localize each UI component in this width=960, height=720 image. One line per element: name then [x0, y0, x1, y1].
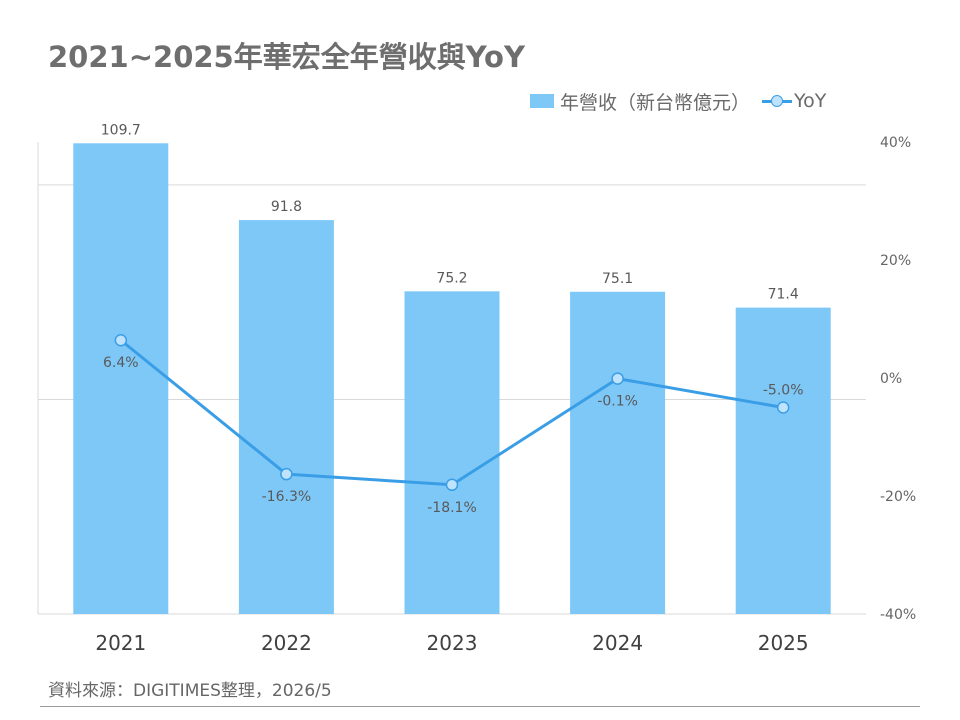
bottom-divider [40, 706, 920, 707]
revenue-bar-label: 75.2 [436, 270, 467, 286]
revenue-bar-label: 75.1 [602, 271, 633, 287]
chart-title: 2021~2025年華宏全年營收與YoY [48, 40, 525, 74]
yoy-data-label: -16.3% [262, 489, 312, 505]
yoy-data-label: -5.0% [763, 383, 804, 399]
yoy-data-label: -0.1% [597, 394, 638, 410]
right-axis-tick-label: -20% [880, 489, 916, 505]
yoy-point [280, 467, 293, 481]
revenue-bar [404, 291, 500, 614]
yoy-point [445, 478, 459, 492]
x-axis-tick-label: 2025 [758, 631, 809, 655]
legend-yoy-label: YoY [794, 90, 827, 112]
revenue-bar [570, 291, 666, 614]
x-axis-tick-label: 2023 [427, 631, 478, 655]
legend-item-yoy: YoY [750, 90, 826, 112]
revenue-bar-label: 91.8 [271, 199, 302, 215]
revenue-bar [73, 143, 169, 614]
revenue-bar [735, 307, 831, 614]
x-axis-tick-label: 2022 [261, 631, 312, 655]
right-axis-tick-label: -40% [880, 607, 916, 623]
right-axis-tick-label: 40% [880, 135, 911, 151]
yoy-data-label: 6.4% [103, 355, 139, 371]
yoy-data-label: -18.1% [427, 500, 477, 516]
legend-line-marker-icon [762, 94, 793, 108]
revenue-bar-label: 109.7 [101, 122, 141, 138]
revenue-bar-label: 71.4 [768, 287, 799, 303]
legend-item-revenue: 年營收（新台幣億元） [530, 88, 750, 115]
yoy-point [776, 401, 790, 414]
x-axis-tick-label: 2024 [592, 631, 643, 655]
legend-bar-swatch [530, 94, 554, 108]
revenue-bar [238, 220, 334, 614]
x-axis-tick-label: 2021 [95, 631, 146, 655]
yoy-point [114, 333, 128, 347]
legend-revenue-label: 年營收（新台幣億元） [560, 91, 751, 114]
yoy-point [611, 372, 624, 385]
right-axis-tick-label: 0% [880, 371, 902, 387]
right-axis-tick-label: 20% [880, 253, 911, 269]
source-note: 資料來源：DIGITIMES整理，2026/5 [48, 681, 332, 701]
chart-legend: 年營收（新台幣億元） YoY [530, 88, 826, 114]
